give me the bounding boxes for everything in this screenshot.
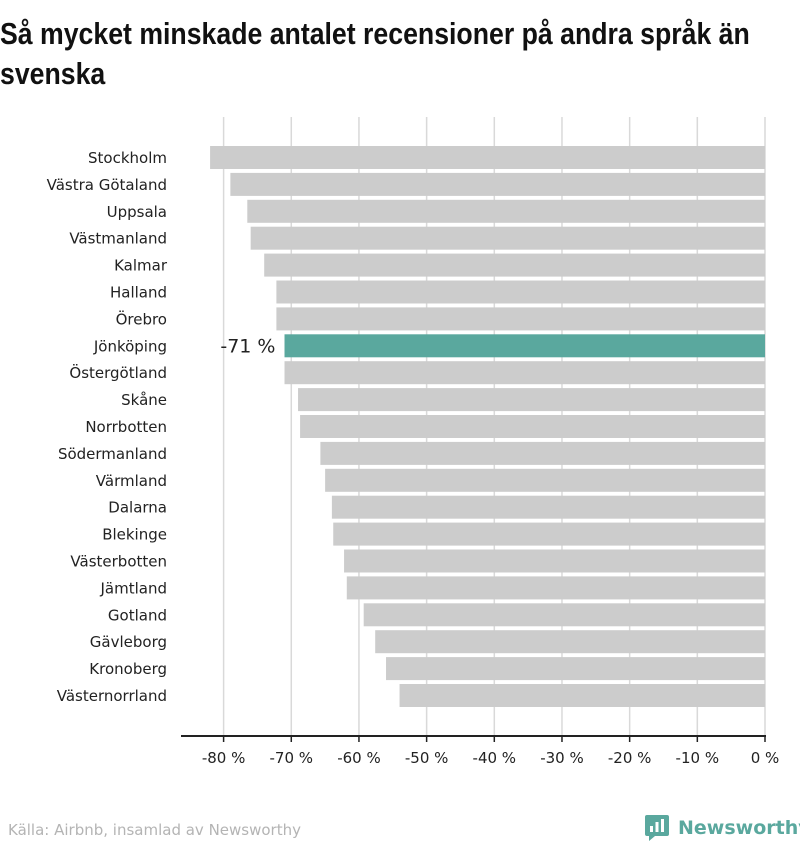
category-label: Kronoberg (89, 660, 167, 678)
category-label: Västmanland (69, 230, 167, 248)
bar (344, 549, 765, 573)
category-label: Gotland (108, 606, 167, 624)
bar (399, 684, 765, 707)
category-label: Dalarna (108, 499, 167, 517)
category-label: Uppsala (107, 203, 167, 221)
x-tick-label: -80 % (202, 749, 246, 767)
bar (284, 361, 765, 385)
chart-title: Så mycket minskade antalet recensioner p… (0, 16, 750, 91)
bar (300, 415, 765, 438)
bar (386, 657, 765, 681)
bar (276, 280, 765, 304)
bar (250, 226, 765, 250)
category-label: Östergötland (69, 363, 167, 382)
bar (210, 146, 765, 169)
data-label: -71 % (220, 335, 275, 357)
x-tick-label: -60 % (337, 749, 381, 767)
bar-highlight (284, 334, 765, 358)
x-tick-label: -40 % (473, 749, 517, 767)
category-label: Kalmar (114, 257, 168, 275)
category-label: Västerbotten (70, 553, 167, 571)
newsworthy-logo[interactable]: Newsworthy (644, 814, 800, 842)
category-label: Stockholm (88, 149, 167, 167)
category-label: Blekinge (102, 526, 167, 544)
source-note: Källa: Airbnb, insamlad av Newsworthy (8, 821, 301, 839)
x-tick-label: -20 % (608, 749, 652, 767)
bar (320, 441, 765, 465)
category-label: Norrbotten (85, 418, 167, 436)
bar (346, 576, 765, 600)
category-label: Södermanland (58, 445, 167, 463)
bar (375, 630, 765, 654)
category-label: Värmland (96, 472, 167, 490)
category-label: Örebro (116, 309, 167, 328)
category-label: Gävleborg (90, 633, 167, 651)
newsworthy-logo-icon (645, 815, 669, 841)
category-label: Skåne (121, 391, 167, 409)
category-label: Jämtland (100, 579, 168, 597)
category-label: Västernorrland (57, 687, 167, 705)
category-label: Västra Götaland (47, 176, 167, 194)
bar (325, 468, 765, 492)
bar (230, 172, 766, 196)
x-tick-label: -50 % (405, 749, 449, 767)
bar (363, 603, 765, 627)
x-tick-label: -70 % (270, 749, 314, 767)
bar (298, 388, 765, 412)
bar (264, 253, 765, 277)
brand-name: Newsworthy (678, 817, 800, 839)
x-tick-label: 0 % (751, 749, 780, 767)
category-label: Jönköping (93, 337, 167, 355)
bar (331, 495, 765, 519)
bar (276, 307, 765, 331)
category-label: Halland (110, 284, 167, 302)
bar (247, 199, 765, 223)
x-tick-label: -10 % (676, 749, 720, 767)
bar (333, 522, 765, 546)
x-tick-label: -30 % (540, 749, 584, 767)
